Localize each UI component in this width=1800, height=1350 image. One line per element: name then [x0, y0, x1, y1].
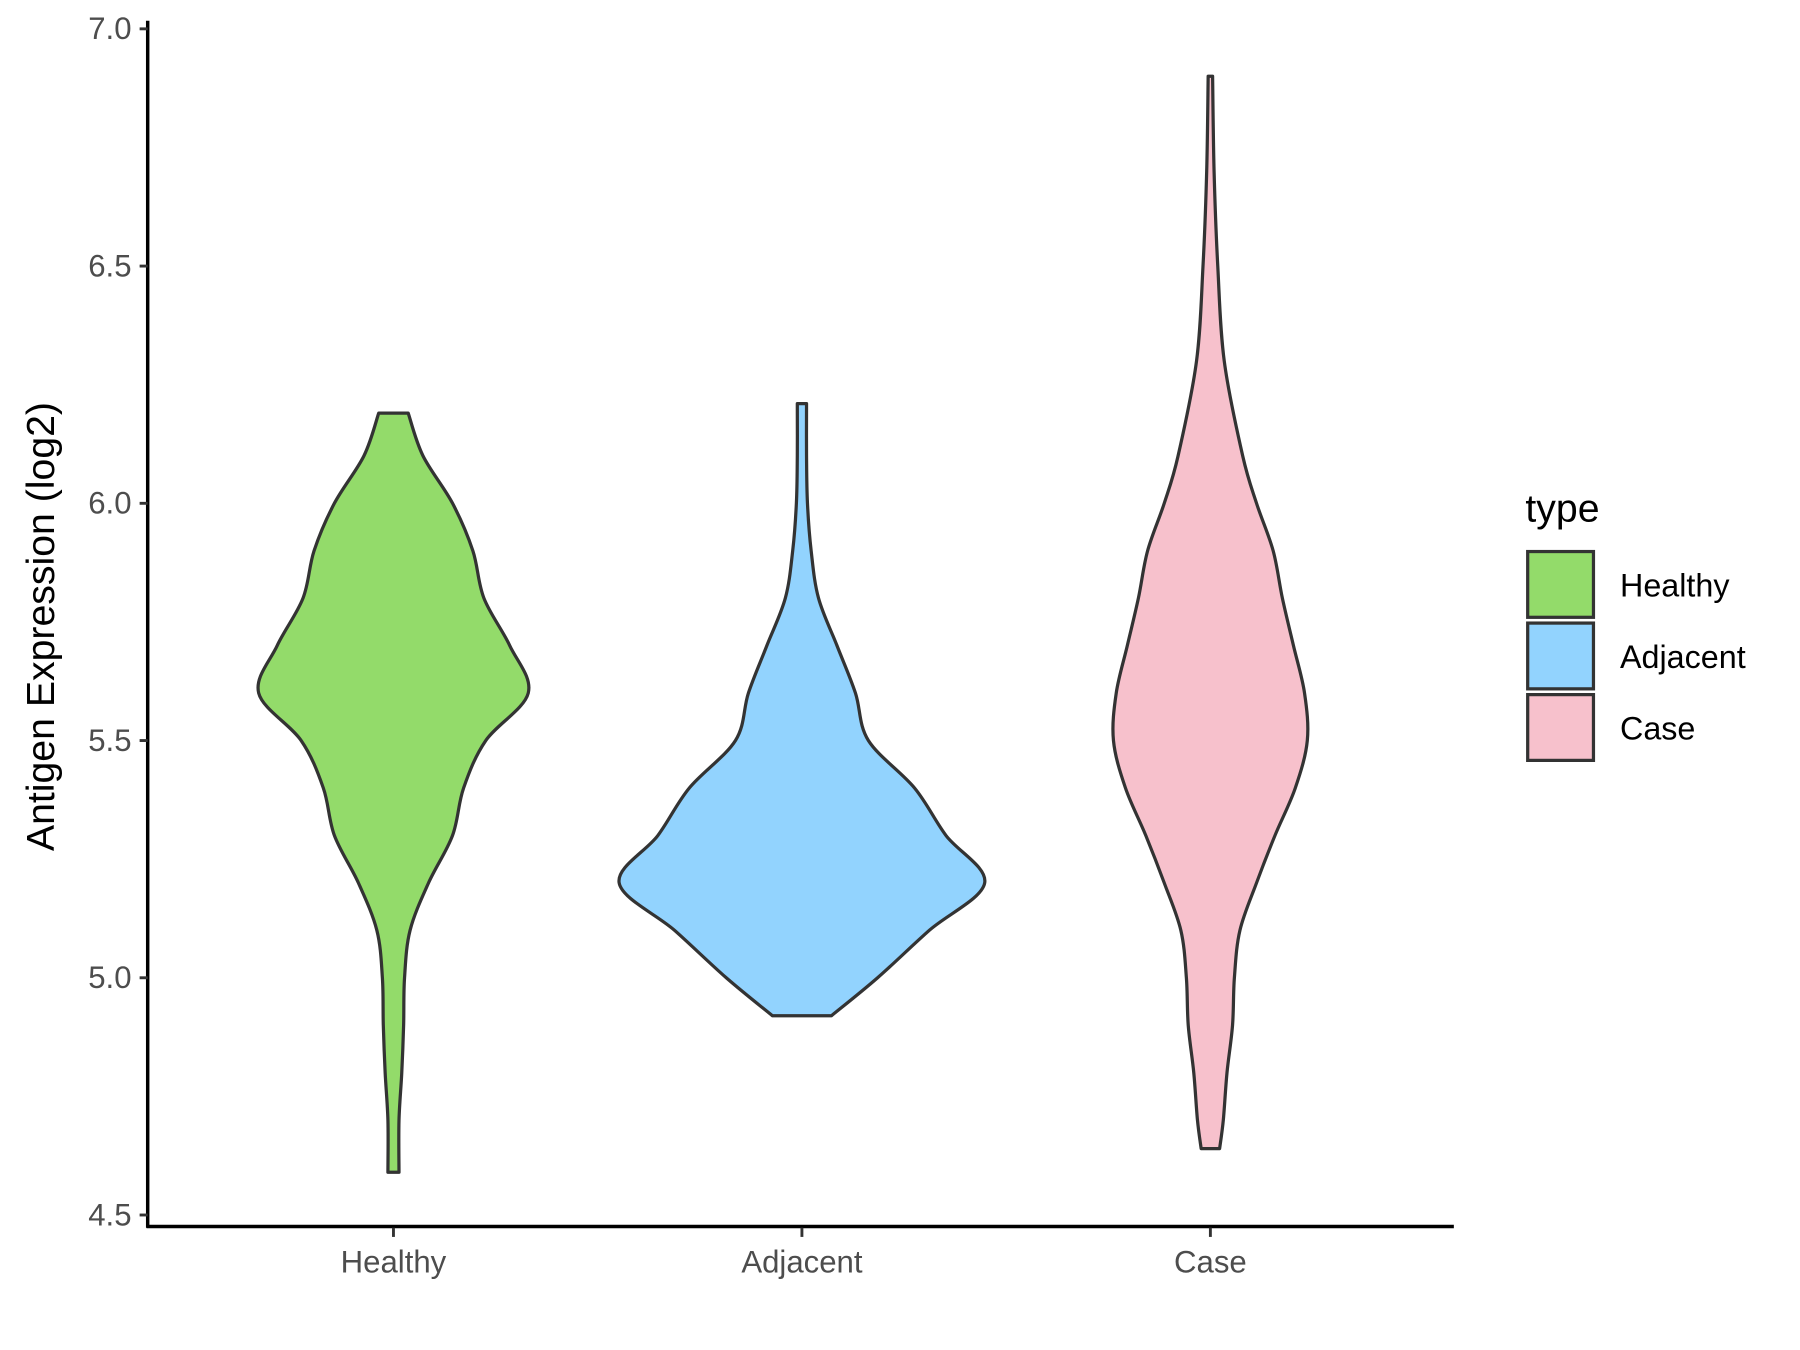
legend-swatch-healthy: [1526, 549, 1596, 619]
legend-title: type: [1525, 487, 1599, 531]
y-axis-title: Antigen Expression (log2): [19, 402, 63, 851]
legend-label: Adjacent: [1620, 639, 1746, 675]
legend: type Healthy Adjacent Case: [1525, 487, 1746, 762]
x-tick-label: Adjacent: [741, 1245, 863, 1280]
legend-swatch-adjacent: [1526, 621, 1596, 691]
x-ticks: Healthy Adjacent Case: [341, 1227, 1247, 1280]
legend-swatch-case: [1526, 692, 1596, 762]
x-tick-label: Healthy: [341, 1245, 447, 1280]
y-tick-label: 7.0: [88, 11, 131, 46]
violins: [256, 74, 1310, 1174]
legend-label: Healthy: [1620, 568, 1730, 604]
y-ticks: 4.5 5.0 5.5 6.0 6.5 7.0: [88, 11, 148, 1232]
x-tick-label: Case: [1174, 1245, 1247, 1280]
y-tick-label: 5.0: [88, 960, 131, 995]
y-tick-label: 6.0: [88, 486, 131, 521]
legend-label: Case: [1620, 711, 1695, 747]
violin-case: [1111, 74, 1310, 1151]
violin-adjacent: [617, 402, 987, 1018]
y-tick-label: 5.5: [88, 723, 131, 758]
y-tick-label: 4.5: [88, 1197, 131, 1232]
y-tick-label: 6.5: [88, 248, 131, 283]
violin-healthy: [256, 411, 531, 1174]
